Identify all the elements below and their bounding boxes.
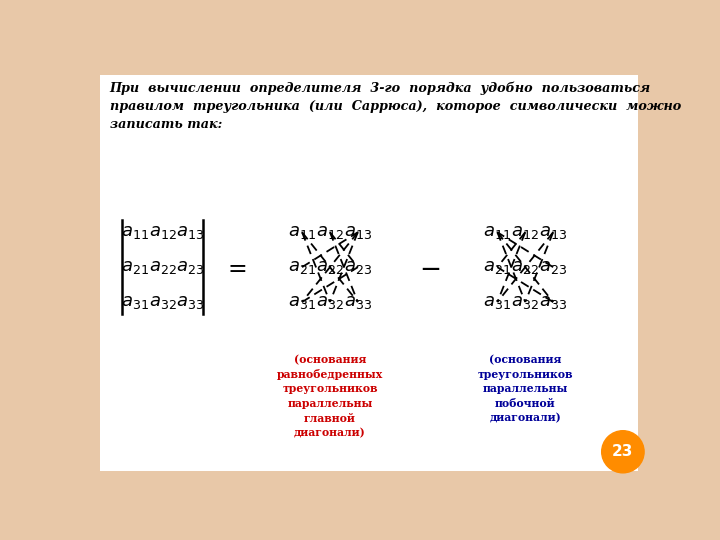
Text: $\mathit{a}_{21}$: $\mathit{a}_{21}$: [288, 258, 316, 276]
Text: $\mathit{a}_{32}$: $\mathit{a}_{32}$: [511, 293, 539, 311]
Text: $\mathit{a}_{22}$: $\mathit{a}_{22}$: [511, 258, 539, 276]
Text: $\mathit{a}_{31}$: $\mathit{a}_{31}$: [483, 293, 511, 311]
Text: $\mathit{a}_{12}$: $\mathit{a}_{12}$: [316, 223, 344, 241]
Text: $\mathit{a}_{33}$: $\mathit{a}_{33}$: [176, 293, 204, 311]
Text: $\mathit{a}_{13}$: $\mathit{a}_{13}$: [344, 223, 372, 241]
Text: $\mathit{a}_{21}$: $\mathit{a}_{21}$: [483, 258, 511, 276]
Text: $=$: $=$: [223, 255, 247, 279]
Text: $\mathit{a}_{12}$: $\mathit{a}_{12}$: [511, 223, 539, 241]
Text: При  вычислении  определителя  3-го  порядка  удобно  пользоваться
правилом  тре: При вычислении определителя 3-го порядка…: [109, 82, 681, 131]
Text: $\mathit{a}_{11}$: $\mathit{a}_{11}$: [288, 223, 316, 241]
Text: $\mathit{a}_{22}$: $\mathit{a}_{22}$: [316, 258, 344, 276]
Text: $\mathit{a}_{13}$: $\mathit{a}_{13}$: [539, 223, 567, 241]
Text: $\mathit{a}_{13}$: $\mathit{a}_{13}$: [176, 223, 204, 241]
Text: $\mathit{a}_{12}$: $\mathit{a}_{12}$: [148, 223, 176, 241]
Text: (основания
треугольников
параллельны
побочной
диагонали): (основания треугольников параллельны поб…: [477, 354, 573, 423]
Text: $\mathit{a}_{11}$: $\mathit{a}_{11}$: [483, 223, 511, 241]
Text: (основания
равнобедренных
треугольников
параллельны
главной
диагонали): (основания равнобедренных треугольников …: [276, 354, 383, 438]
Text: $\mathit{a}_{31}$: $\mathit{a}_{31}$: [121, 293, 148, 311]
Text: $\mathit{a}_{23}$: $\mathit{a}_{23}$: [344, 258, 372, 276]
Text: $\mathit{a}_{23}$: $\mathit{a}_{23}$: [539, 258, 567, 276]
Text: $\mathit{a}_{21}$: $\mathit{a}_{21}$: [121, 258, 148, 276]
Text: $\mathit{a}_{23}$: $\mathit{a}_{23}$: [176, 258, 204, 276]
Text: $\mathit{a}_{33}$: $\mathit{a}_{33}$: [344, 293, 372, 311]
Text: $\mathit{a}_{33}$: $\mathit{a}_{33}$: [539, 293, 567, 311]
Text: 23: 23: [612, 444, 634, 460]
Text: $\mathit{a}_{22}$: $\mathit{a}_{22}$: [148, 258, 176, 276]
Text: $\mathit{a}_{32}$: $\mathit{a}_{32}$: [316, 293, 344, 311]
Circle shape: [602, 431, 644, 473]
Text: $\mathit{a}_{11}$: $\mathit{a}_{11}$: [121, 223, 148, 241]
Text: $\mathit{a}_{31}$: $\mathit{a}_{31}$: [288, 293, 316, 311]
Text: $-$: $-$: [418, 255, 440, 280]
Text: $\mathit{a}_{32}$: $\mathit{a}_{32}$: [148, 293, 176, 311]
